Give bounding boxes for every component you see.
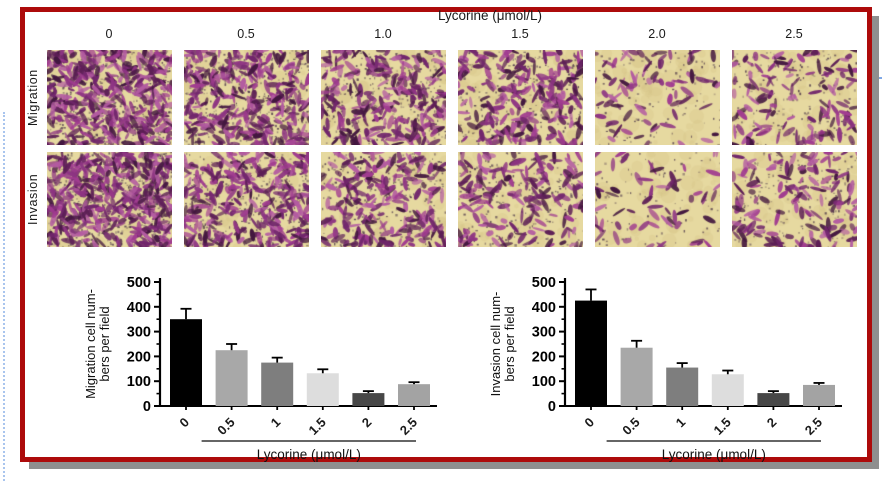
- svg-text:0: 0: [581, 415, 597, 431]
- column-label-2.0: 2.0: [648, 27, 666, 41]
- svg-text:400: 400: [532, 300, 556, 316]
- micrograph-invasion-2.0: [595, 152, 720, 247]
- svg-text:0: 0: [548, 399, 556, 415]
- micrograph-migration-2.5: [732, 50, 857, 145]
- micrograph-invasion-0: [47, 152, 172, 247]
- migration-bar-chart: 0 100 200 300 400 500 0 0.5 1 1.5 2 2.5 Lycorine (μm…: [83, 275, 437, 462]
- svg-text:500: 500: [532, 275, 556, 291]
- svg-text:2: 2: [764, 415, 780, 431]
- svg-text:Invasion cell num-: Invasion cell num-: [488, 292, 503, 397]
- micrograph-migration-1.0: [321, 50, 446, 145]
- svg-text:0.5: 0.5: [619, 415, 642, 438]
- svg-text:200: 200: [127, 349, 151, 365]
- micrograph-invasion-2.5: [732, 152, 857, 247]
- svg-text:Lycorine (μmol/L): Lycorine (μmol/L): [257, 447, 361, 462]
- svg-text:500: 500: [127, 275, 151, 291]
- svg-text:400: 400: [127, 300, 151, 316]
- micrograph-invasion-1.0: [321, 152, 446, 247]
- column-label-1.0: 1.0: [374, 27, 392, 41]
- column-label-2.5: 2.5: [785, 27, 803, 41]
- svg-text:2.5: 2.5: [802, 415, 825, 438]
- row-label-migration: Migration: [26, 69, 40, 126]
- micrograph-invasion-0.5: [184, 152, 309, 247]
- column-label-1.5: 1.5: [511, 27, 529, 41]
- micrograph-migration-2.0: [595, 50, 720, 145]
- svg-text:0.5: 0.5: [214, 415, 237, 438]
- panel-title: Lycorine (μmol/L): [437, 8, 543, 23]
- column-label-0.5: 0.5: [237, 27, 255, 41]
- svg-text:1: 1: [673, 415, 689, 431]
- selection-guide-line: [3, 112, 5, 481]
- svg-text:1.5: 1.5: [306, 415, 329, 438]
- svg-text:2.5: 2.5: [397, 415, 420, 438]
- column-label-0: 0: [105, 27, 113, 41]
- svg-text:2: 2: [359, 415, 375, 431]
- svg-text:100: 100: [127, 374, 151, 390]
- row-label-invasion: Invasion: [26, 173, 40, 226]
- svg-text:bers per field: bers per field: [502, 306, 517, 381]
- svg-text:1.5: 1.5: [711, 415, 734, 438]
- svg-text:300: 300: [532, 325, 556, 341]
- svg-text:bers per field: bers per field: [97, 306, 112, 381]
- svg-text:300: 300: [127, 325, 151, 341]
- svg-text:0: 0: [176, 415, 192, 431]
- svg-text:Migration cell num-: Migration cell num-: [83, 289, 98, 399]
- svg-text:Lycorine (μmol/L): Lycorine (μmol/L): [662, 447, 766, 462]
- svg-text:200: 200: [532, 349, 556, 365]
- svg-text:0: 0: [143, 399, 151, 415]
- micrograph-migration-0: [47, 50, 172, 145]
- micrograph-migration-0.5: [184, 50, 309, 145]
- svg-text:1: 1: [268, 415, 284, 431]
- micrograph-invasion-1.5: [458, 152, 583, 247]
- svg-text:100: 100: [532, 374, 556, 390]
- micrograph-migration-1.5: [458, 50, 583, 145]
- selection-handle-mark: [873, 77, 882, 79]
- invasion-bar-chart: 0 100 200 300 400 500 0 0.5 1 1.5 2 2.5 Lycorine (μm…: [488, 275, 842, 462]
